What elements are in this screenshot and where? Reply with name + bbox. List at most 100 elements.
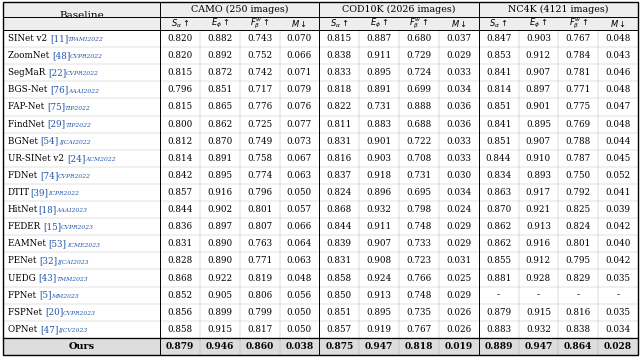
Text: CVPR2023: CVPR2023 <box>63 311 96 316</box>
Text: 0.801: 0.801 <box>247 205 272 214</box>
Text: 0.844: 0.844 <box>167 205 193 214</box>
Text: 0.048: 0.048 <box>605 34 631 43</box>
Text: 0.837: 0.837 <box>326 171 352 180</box>
Text: FEDER: FEDER <box>8 222 43 231</box>
Text: 0.750: 0.750 <box>566 171 591 180</box>
Text: 0.870: 0.870 <box>486 205 511 214</box>
Text: DTIT: DTIT <box>8 188 30 197</box>
Text: 0.034: 0.034 <box>605 325 630 334</box>
Text: 0.857: 0.857 <box>167 188 193 197</box>
Text: 0.748: 0.748 <box>406 222 431 231</box>
Text: [20]: [20] <box>45 308 63 317</box>
Text: 0.042: 0.042 <box>605 222 631 231</box>
Text: 0.911: 0.911 <box>367 222 392 231</box>
Text: 0.834: 0.834 <box>486 171 511 180</box>
Text: 0.844: 0.844 <box>486 154 511 163</box>
Text: $F^w_\beta\uparrow$: $F^w_\beta\uparrow$ <box>409 16 429 31</box>
Text: FPNet: FPNet <box>8 291 39 300</box>
Text: 0.918: 0.918 <box>367 171 392 180</box>
Text: 0.029: 0.029 <box>446 222 471 231</box>
Text: 0.708: 0.708 <box>406 154 431 163</box>
Text: 0.050: 0.050 <box>287 325 312 334</box>
Text: 0.818: 0.818 <box>404 342 433 351</box>
Text: $E_\phi\uparrow$: $E_\phi\uparrow$ <box>370 17 388 30</box>
Text: 0.680: 0.680 <box>406 34 431 43</box>
Text: 0.036: 0.036 <box>446 120 471 129</box>
Text: Ours: Ours <box>68 342 95 351</box>
Text: TPAMI2022: TPAMI2022 <box>68 37 104 42</box>
Text: $E_\phi\uparrow$: $E_\phi\uparrow$ <box>529 17 548 30</box>
Text: $S_\alpha\uparrow$: $S_\alpha\uparrow$ <box>330 17 348 30</box>
Text: 0.722: 0.722 <box>406 137 431 146</box>
Text: 0.699: 0.699 <box>406 85 431 94</box>
Text: 0.908: 0.908 <box>367 256 392 265</box>
Text: 0.045: 0.045 <box>605 154 630 163</box>
Text: 0.752: 0.752 <box>247 51 272 60</box>
Text: MM2023: MM2023 <box>51 294 79 299</box>
Text: [22]: [22] <box>48 68 67 77</box>
Text: 0.041: 0.041 <box>605 188 631 197</box>
Text: 0.912: 0.912 <box>526 51 551 60</box>
Text: [76]: [76] <box>50 85 68 94</box>
Text: 0.919: 0.919 <box>367 325 392 334</box>
Text: 0.771: 0.771 <box>247 256 272 265</box>
Text: 0.774: 0.774 <box>247 171 272 180</box>
Text: 0.851: 0.851 <box>486 102 511 111</box>
Text: CAMO (250 images): CAMO (250 images) <box>191 5 289 14</box>
Text: 0.729: 0.729 <box>406 51 431 60</box>
Text: 0.048: 0.048 <box>287 273 312 282</box>
Text: CVPR2023: CVPR2023 <box>61 225 94 230</box>
Text: 0.889: 0.889 <box>484 342 513 351</box>
Text: 0.922: 0.922 <box>207 273 232 282</box>
Text: 0.070: 0.070 <box>287 34 312 43</box>
Text: 0.063: 0.063 <box>287 256 312 265</box>
Text: 0.924: 0.924 <box>367 273 392 282</box>
Text: 0.916: 0.916 <box>207 188 232 197</box>
Text: -: - <box>537 291 540 300</box>
Text: 0.763: 0.763 <box>247 239 272 248</box>
Text: 0.031: 0.031 <box>446 256 471 265</box>
Text: 0.853: 0.853 <box>486 51 511 60</box>
Text: FindNet: FindNet <box>8 120 47 129</box>
Text: 0.870: 0.870 <box>207 137 232 146</box>
Text: 0.852: 0.852 <box>167 291 193 300</box>
Text: 0.881: 0.881 <box>486 273 511 282</box>
Text: 0.892: 0.892 <box>207 51 232 60</box>
Text: 0.820: 0.820 <box>167 51 193 60</box>
Text: [29]: [29] <box>47 120 65 129</box>
Text: 0.050: 0.050 <box>287 188 312 197</box>
Text: 0.897: 0.897 <box>207 222 232 231</box>
Text: 0.723: 0.723 <box>406 256 431 265</box>
Text: 0.026: 0.026 <box>446 325 472 334</box>
Text: 0.076: 0.076 <box>287 102 312 111</box>
Text: 0.829: 0.829 <box>566 273 591 282</box>
Text: 0.066: 0.066 <box>287 222 312 231</box>
Text: 0.899: 0.899 <box>207 308 232 317</box>
Text: 0.792: 0.792 <box>566 188 591 197</box>
Text: 0.857: 0.857 <box>326 325 352 334</box>
Text: 0.724: 0.724 <box>406 68 431 77</box>
Text: -: - <box>616 291 620 300</box>
Text: 0.814: 0.814 <box>486 85 511 94</box>
Text: 0.798: 0.798 <box>406 205 431 214</box>
Text: HitNet: HitNet <box>8 205 38 214</box>
Text: 0.887: 0.887 <box>367 34 392 43</box>
Text: IJCV2023: IJCV2023 <box>58 328 88 333</box>
Text: 0.733: 0.733 <box>406 239 431 248</box>
Text: 0.050: 0.050 <box>287 308 312 317</box>
Text: 0.801: 0.801 <box>566 239 591 248</box>
Text: 0.824: 0.824 <box>326 188 352 197</box>
Text: 0.800: 0.800 <box>167 120 193 129</box>
Text: 0.831: 0.831 <box>326 137 352 146</box>
Text: 0.839: 0.839 <box>327 239 352 248</box>
Text: 0.815: 0.815 <box>167 102 193 111</box>
Text: 0.912: 0.912 <box>526 256 551 265</box>
Text: 0.033: 0.033 <box>446 154 471 163</box>
Text: 0.891: 0.891 <box>367 85 392 94</box>
Text: 0.063: 0.063 <box>287 171 312 180</box>
Text: 0.905: 0.905 <box>207 291 232 300</box>
Text: 0.844: 0.844 <box>326 222 352 231</box>
Text: 0.034: 0.034 <box>446 85 472 94</box>
Text: 0.862: 0.862 <box>486 222 511 231</box>
Text: SINet v2: SINet v2 <box>8 34 50 43</box>
